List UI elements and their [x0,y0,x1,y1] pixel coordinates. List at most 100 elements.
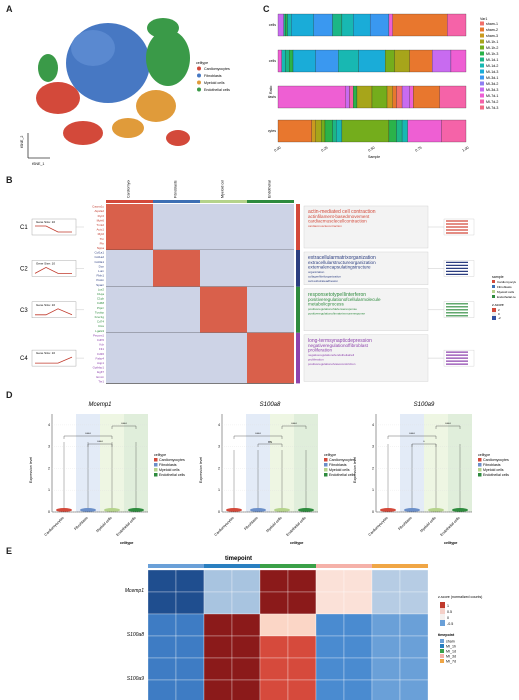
d-legend-title-2: celltype [478,453,490,457]
e-cell-3-0 [147,635,177,659]
panel-label-a: A [6,4,13,14]
cluster-label-1: C2 [20,266,28,272]
violin-1-0 [226,508,242,512]
row-label-3: Cardiomyocytes [268,129,276,133]
var1-legend-title: Var1 [480,17,487,21]
e-cell-5-5 [287,679,317,700]
xtick-1-2: Myeloid cells [265,516,283,534]
ylabel-1: Expression level [199,457,203,483]
e-cell-1-4 [259,591,289,615]
d-legend-title-1: celltype [324,453,336,457]
tp-bar-6 [316,564,344,568]
side-legend-label-1: Fibroblasts [497,285,512,289]
heat-block-3-0 [106,332,153,384]
heat-block-0-3 [247,204,294,250]
bar-seg-1-4 [292,49,316,73]
go-box-3 [303,334,429,382]
e-cell-3-1 [175,635,205,659]
ytick-1-3: 3 [218,445,220,449]
bar-seg-0-11 [392,13,448,37]
var1-swatch-4 [480,45,484,50]
var1-label-0: sham-1 [486,22,498,26]
sig-mark-2-0: * [423,440,425,444]
e-cell-5-3 [231,679,261,700]
sig-bracket-2-2 [435,425,461,429]
gene-label-0-6: Myl2 [98,232,105,236]
go-line-1-2: organization [308,270,325,274]
panel-b-heatmap: Cardiomyocytes Fibroblasts Myeloid cells En… [14,172,519,390]
gene-label-2-9: Lgals3 [95,329,104,333]
sig-bracket-2-0 [411,443,437,447]
heat-block-2-3 [247,286,294,333]
gene-label-1-6: Postn [96,278,104,282]
gene-label-3-4: Cd36 [97,352,105,356]
xtick-2-0: Cardiomyocytes [368,516,389,537]
gene-label-3-2: Kdr [99,343,104,347]
tp-bar-5 [288,564,316,568]
sig-bracket-0-2 [111,425,137,429]
e-cell-2-5 [287,613,317,637]
violin-0-0 [56,508,72,512]
trend-line-2 [35,308,73,316]
gene-label-0-4: Tnnt2 [96,223,104,227]
bar-seg-2-0 [277,85,346,109]
d-legend-label-2-3: Endothelial cells [483,473,509,477]
go-line-0-0: actinfilament-basedmovement [308,214,370,219]
zscore-legend-title: z-score (normalized counts) [438,595,482,599]
e-cell-0-7 [343,569,373,593]
bar-seg-1-10 [409,49,433,73]
d-legend-label-2-0: Cardiomyocytes [483,458,509,462]
var1-label-4: MI-1h-2 [486,46,498,50]
bar-seg-1-5 [315,49,339,73]
violin-2-0 [380,508,396,512]
stacked-bar-chart: Ratio Sample Var1 Endothelial cells Myelo… [250,13,498,159]
e-cell-2-9 [399,613,429,637]
tsne-x-label: tSNE_1 [32,162,44,166]
tp-bar-0 [148,564,176,568]
e-cell-4-8 [371,657,401,681]
sig-bracket-2-1 [387,435,437,439]
sig-bracket-1-0 [257,443,283,447]
e-tp-label-4: MI_7d [446,660,456,664]
gene-label-2-6: Fcer1g [95,315,105,319]
d-legend-label-0-2: Myeloid cells [159,468,180,472]
violin-2-3 [452,508,468,512]
bar-seg-0-4 [291,13,314,37]
gene-label-3-3: Flt1 [99,347,104,351]
x-tick-4: 1.00 [461,146,469,153]
go-line-0-2: cardiacmusclecontraction [308,224,342,228]
gene-label-1-7: Sparc [96,283,104,287]
trend-line-3 [35,356,73,364]
bar-seg-2-1 [345,85,350,109]
endothelial-subcluster [147,18,179,38]
heat-block-0-0 [106,204,153,250]
var1-swatch-13 [480,99,484,104]
e-cell-4-1 [175,657,205,681]
e-cell-0-1 [175,569,205,593]
gene-label-3-10: Tie1 [98,379,104,383]
bar-seg-3-12 [441,119,467,143]
ytick-1-4: 4 [218,423,220,427]
var1-swatch-14 [480,105,484,110]
e-cell-1-1 [175,591,205,615]
cardio-subcluster-2 [166,130,190,146]
bar-seg-3-8 [388,119,397,143]
e-scale-swatch-1 [440,608,445,614]
ytick-0-0: 0 [48,510,50,514]
var1-swatch-8 [480,69,484,74]
bar-seg-1-9 [394,49,410,73]
bar-seg-1-12 [450,49,467,73]
gene-label-1-5: Fbln1 [96,274,104,278]
bar-seg-0-3 [287,13,292,37]
side-legend-label-2: Myeloid cells [497,290,515,294]
bar-seg-1-3 [289,49,294,73]
gene-label-2-2: C1qb [97,297,105,301]
go-line-2-0: positiveregulationofcellularmolecule [308,297,381,302]
e-cell-1-6 [315,591,345,615]
xtick-1-0: Cardiomyocytes [214,516,235,537]
gene-label-0-5: Actc1 [96,228,104,232]
go-line-3-2: negativeregulationofendothelialcell [308,353,354,357]
sig-bracket-0-0 [87,443,113,447]
var1-label-10: MI-3d-2 [486,82,498,86]
cluster-label-3: C4 [20,356,28,362]
